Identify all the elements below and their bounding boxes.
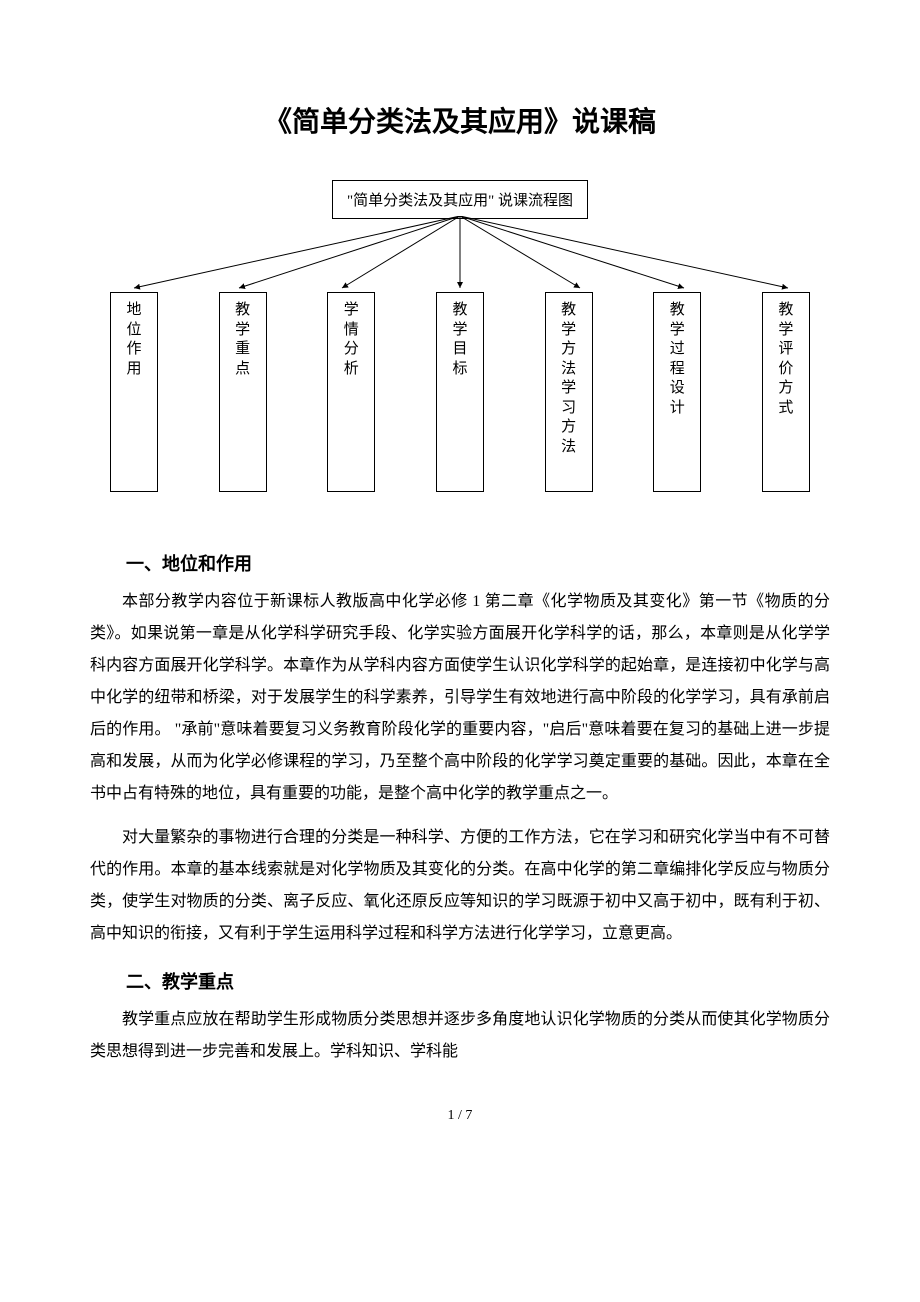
sections-container: 一、地位和作用本部分教学内容位于新课标人教版高中化学必修 1 第二章《化学物质及… [90,550,830,1068]
flowchart-arrows [90,216,830,296]
document-title: 《简单分类法及其应用》说课稿 [90,100,830,140]
flowchart-box-4: 教学方法学习方法 [545,292,593,492]
paragraph-0-1: 对大量繁杂的事物进行合理的分类是一种科学、方便的工作方法，它在学习和研究化学当中… [90,822,830,950]
section-heading-1: 二、教学重点 [90,968,830,994]
paragraph-1-0: 教学重点应放在帮助学生形成物质分类思想并逐步多角度地认识化学物质的分类从而使其化… [90,1004,830,1068]
flowchart: "简单分类法及其应用" 说课流程图 地位作用 教学重点 学情分析 教学目标 教学方法学习… [90,180,830,520]
flowchart-top-box: "简单分类法及其应用" 说课流程图 [332,180,588,219]
flowchart-box-5: 教学过程设计 [653,292,701,492]
flowchart-box-6: 教学评价方式 [762,292,810,492]
page-footer: 1 / 7 [90,1108,830,1124]
flowchart-box-2: 学情分析 [327,292,375,492]
flowchart-box-0: 地位作用 [110,292,158,492]
flowchart-box-3: 教学目标 [436,292,484,492]
section-heading-0: 一、地位和作用 [90,550,830,576]
paragraph-0-0: 本部分教学内容位于新课标人教版高中化学必修 1 第二章《化学物质及其变化》第一节… [90,586,830,810]
flowchart-box-1: 教学重点 [219,292,267,492]
flowchart-boxes-row: 地位作用 教学重点 学情分析 教学目标 教学方法学习方法 教学过程设计 教学评价方式 [90,292,830,492]
